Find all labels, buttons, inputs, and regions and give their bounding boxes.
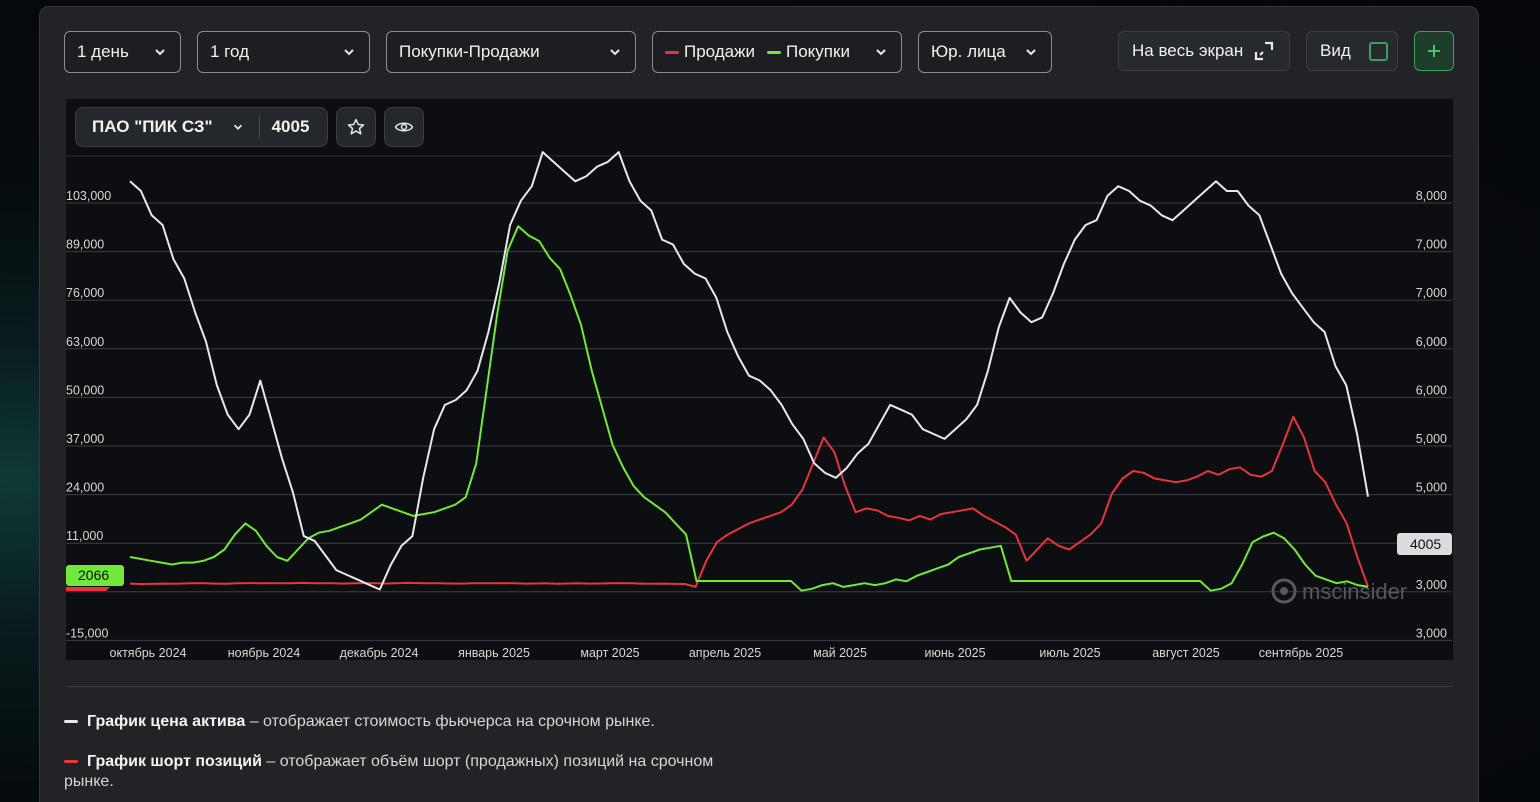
price-description-text: – отображает стоимость фьючерса на срочн… [245, 713, 655, 730]
buy-legend-label: Покупки [786, 42, 850, 61]
short-description-text: – отображает объём шорт (продажных) пози… [64, 753, 714, 790]
add-button[interactable] [1414, 31, 1454, 71]
chevron-down-icon [233, 124, 242, 130]
sell-legend-swatch [665, 50, 679, 54]
ticker-select[interactable]: ПАО "ПИК СЗ" 4005 [75, 107, 328, 147]
star-icon [347, 118, 365, 135]
favorite-button[interactable] [336, 107, 376, 147]
chevron-down-icon [1026, 49, 1036, 56]
ticker-separator [258, 116, 260, 138]
entity-select[interactable]: Юр. лица [918, 31, 1052, 73]
chevron-down-icon [610, 49, 620, 56]
mode-select-label: Покупки-Продажи [399, 42, 540, 61]
ticker-code: 4005 [271, 117, 310, 136]
period-select-label: 1 день [77, 42, 129, 61]
view-square-icon [1368, 41, 1388, 61]
short-description: График шорт позиций – отображает объём ш… [64, 752, 764, 792]
chart-area [66, 99, 1453, 660]
mode-select[interactable]: Покупки-Продажи [386, 31, 636, 73]
entity-select-label: Юр. лица [931, 42, 1006, 61]
view-label: Вид [1320, 41, 1351, 60]
price-description-title: График цена актива [87, 713, 246, 730]
visibility-button[interactable] [384, 107, 424, 147]
plus-icon [1428, 45, 1440, 57]
fullscreen-button[interactable]: На весь экран [1118, 31, 1290, 71]
sell-legend-label: Продажи [684, 42, 755, 61]
buy-legend-swatch [767, 50, 781, 54]
ticker-name: ПАО "ПИК СЗ" [92, 117, 213, 136]
fullscreen-label: На весь экран [1132, 41, 1244, 60]
price-swatch [64, 720, 78, 724]
range-select-label: 1 год [210, 42, 250, 61]
short-swatch [64, 760, 78, 764]
section-divider [66, 686, 1453, 687]
chevron-down-icon [876, 49, 886, 56]
period-select[interactable]: 1 день [64, 31, 181, 73]
expand-icon [1255, 41, 1274, 61]
view-button[interactable]: Вид [1306, 31, 1398, 71]
short-description-title: График шорт позиций [87, 753, 262, 770]
price-description: График цена актива – отображает стоимост… [64, 712, 764, 732]
eye-icon [394, 122, 414, 132]
series-select[interactable]: Продажи Покупки [652, 31, 902, 73]
chevron-down-icon [155, 49, 165, 56]
chevron-down-icon [344, 49, 354, 56]
range-select[interactable]: 1 год [197, 31, 370, 73]
